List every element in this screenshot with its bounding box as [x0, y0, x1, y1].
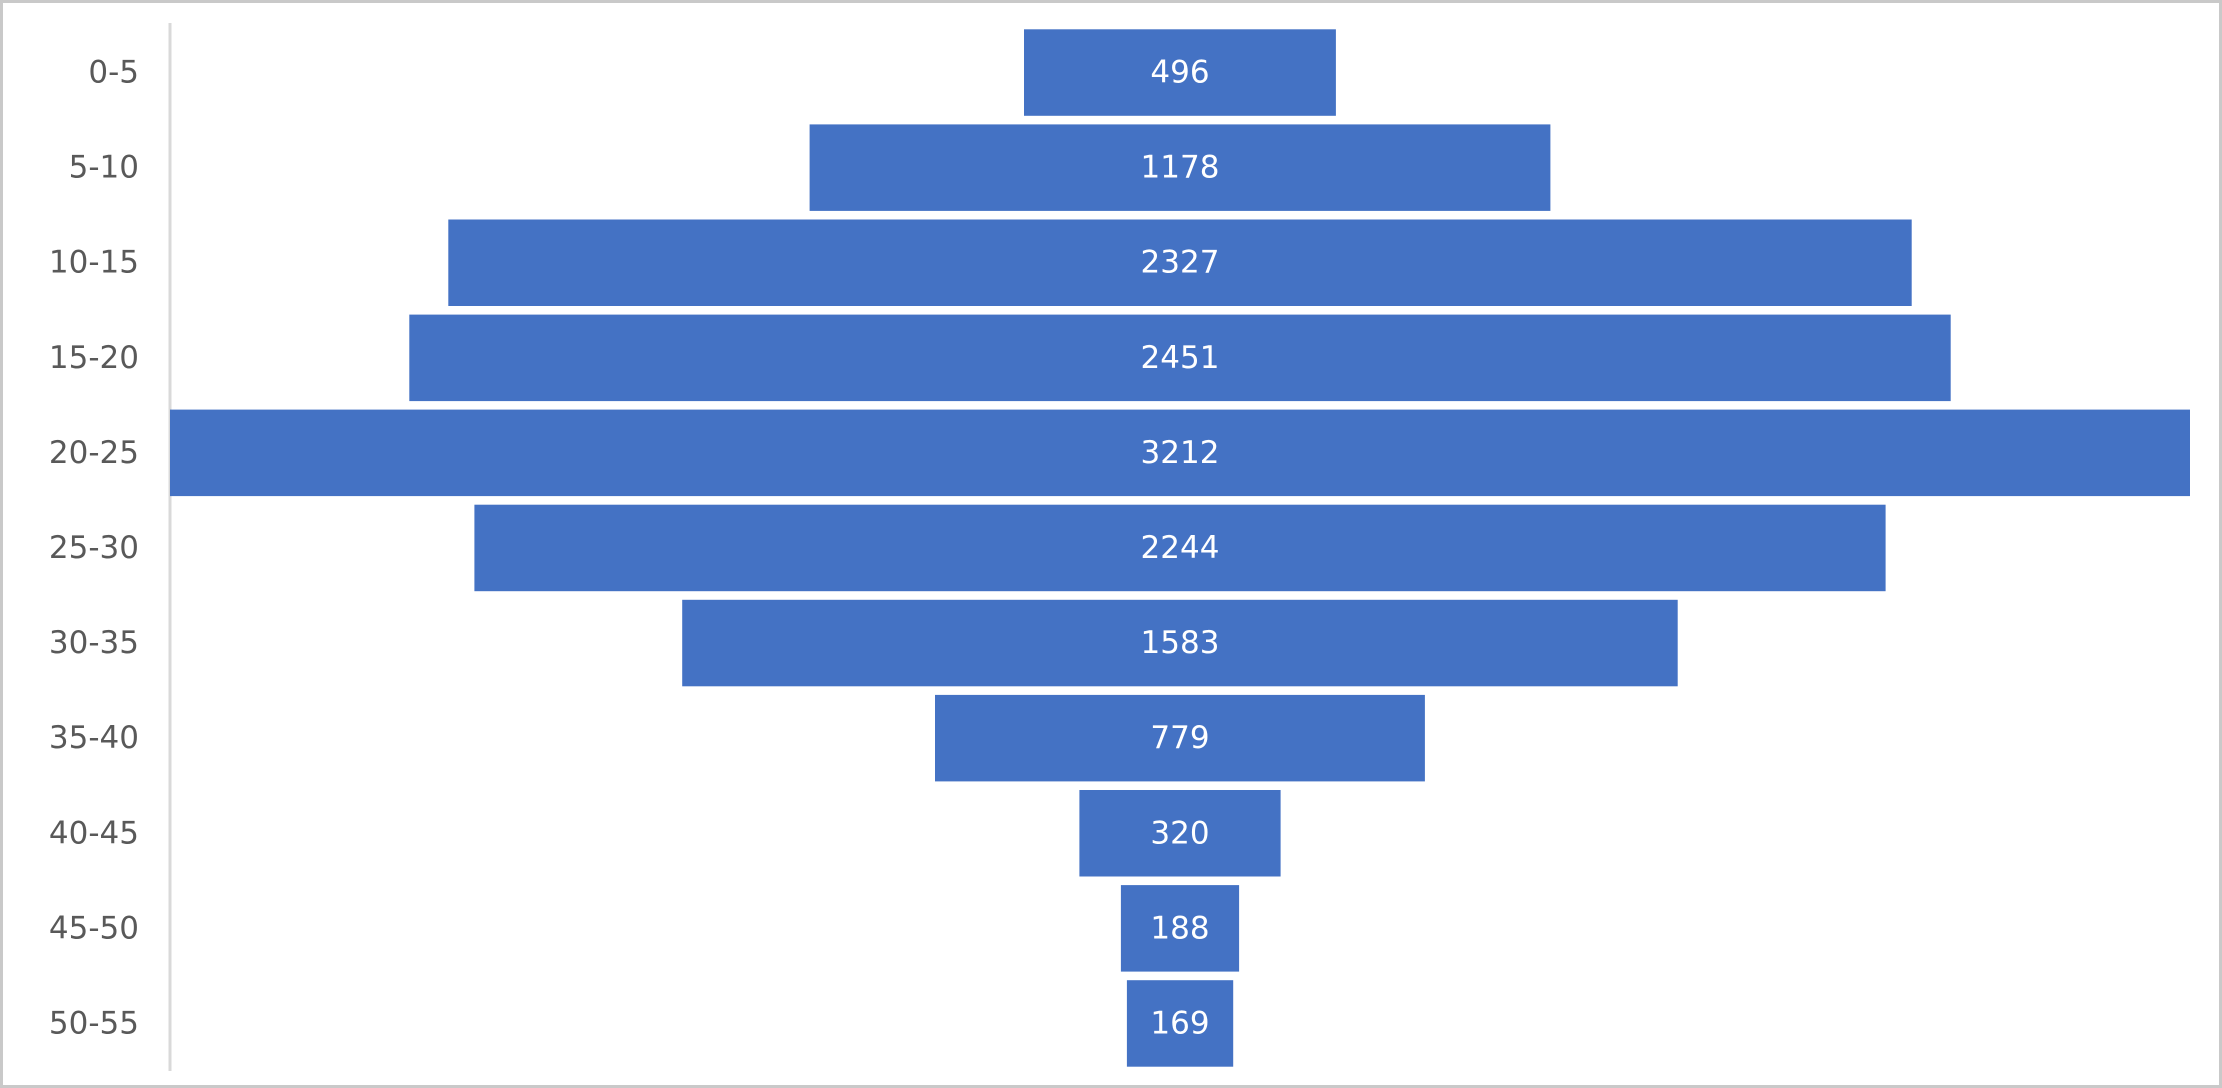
- category-label: 0-5: [88, 55, 139, 91]
- bar-15-20: [409, 314, 1951, 402]
- bar-45-50: [1120, 885, 1240, 972]
- data-label: 3212: [1141, 435, 1220, 471]
- data-label: 779: [1150, 720, 1209, 756]
- bar-20-25: [170, 409, 2190, 497]
- bars-group: [170, 29, 2190, 1067]
- bar-40-45: [1079, 790, 1281, 877]
- data-label: 2244: [1141, 530, 1220, 566]
- category-label: 25-30: [49, 530, 139, 566]
- bar-0-5: [1024, 29, 1336, 116]
- bar-30-35: [682, 599, 1678, 687]
- data-label: 169: [1150, 1005, 1209, 1041]
- bar-50-55: [1126, 980, 1234, 1067]
- category-label: 40-45: [49, 815, 139, 851]
- category-label: 5-10: [69, 150, 139, 186]
- data-label: 1583: [1141, 625, 1220, 661]
- category-label: 45-50: [49, 910, 139, 946]
- category-label: 10-15: [49, 245, 139, 281]
- category-label: 50-55: [49, 1005, 139, 1041]
- category-label: 15-20: [49, 340, 139, 376]
- data-label: 2451: [1141, 340, 1220, 376]
- category-labels-group: 0-5 5-10 10-15 15-20 20-25 25-30 30-35 35-40 40-…: [49, 55, 139, 1042]
- data-labels-group: 496 1178 2327 2451 3212 2244 1583 779 320 188 169: [1141, 55, 1220, 1042]
- category-label: 35-40: [49, 720, 139, 756]
- data-label: 320: [1150, 815, 1209, 851]
- bar-10-15: [448, 219, 1912, 306]
- data-label: 2327: [1141, 245, 1220, 281]
- data-label: 1178: [1141, 150, 1220, 186]
- bar-5-10: [809, 124, 1551, 211]
- bar-35-40: [935, 694, 1425, 782]
- category-label: 20-25: [49, 435, 139, 471]
- data-label: 496: [1150, 55, 1209, 91]
- funnel-chart: 496117823272451321222441583779320188169 …: [49, 23, 2190, 1071]
- data-label: 188: [1150, 910, 1209, 946]
- category-label: 30-35: [49, 625, 139, 661]
- bar-25-30: [474, 504, 1886, 592]
